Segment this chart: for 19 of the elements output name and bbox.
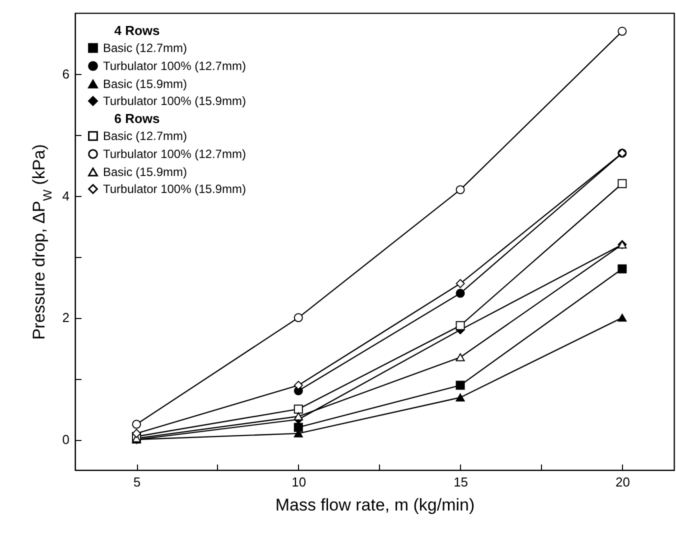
annotation: 6 Rows: [114, 111, 160, 126]
y-tick-label: 6: [62, 66, 70, 82]
legend-label: Turbulator 100% (15.9mm): [103, 94, 246, 108]
legend-label: Basic (12.7mm): [103, 41, 188, 55]
legend-label: Basic (12.7mm): [103, 129, 188, 143]
x-tick-label: 20: [615, 474, 630, 490]
annotation: 4 Rows: [114, 23, 160, 38]
y-tick-label: 4: [62, 188, 70, 204]
legend-label: Turbulator 100% (15.9mm): [103, 182, 246, 196]
legend-label: Basic (15.9mm): [103, 165, 188, 179]
x-tick-label: 5: [133, 474, 141, 490]
y-tick-label: 2: [62, 310, 70, 326]
y-tick-label: 0: [62, 432, 70, 448]
x-axis-title: Mass flow rate, m (kg/min): [275, 496, 475, 514]
x-tick-label: 10: [292, 474, 306, 490]
x-tick-label: 15: [454, 474, 468, 490]
legend-label: Turbulator 100% (12.7mm): [103, 59, 246, 73]
legend-label: Basic (15.9mm): [103, 77, 188, 91]
legend-label: Turbulator 100% (12.7mm): [103, 147, 246, 161]
